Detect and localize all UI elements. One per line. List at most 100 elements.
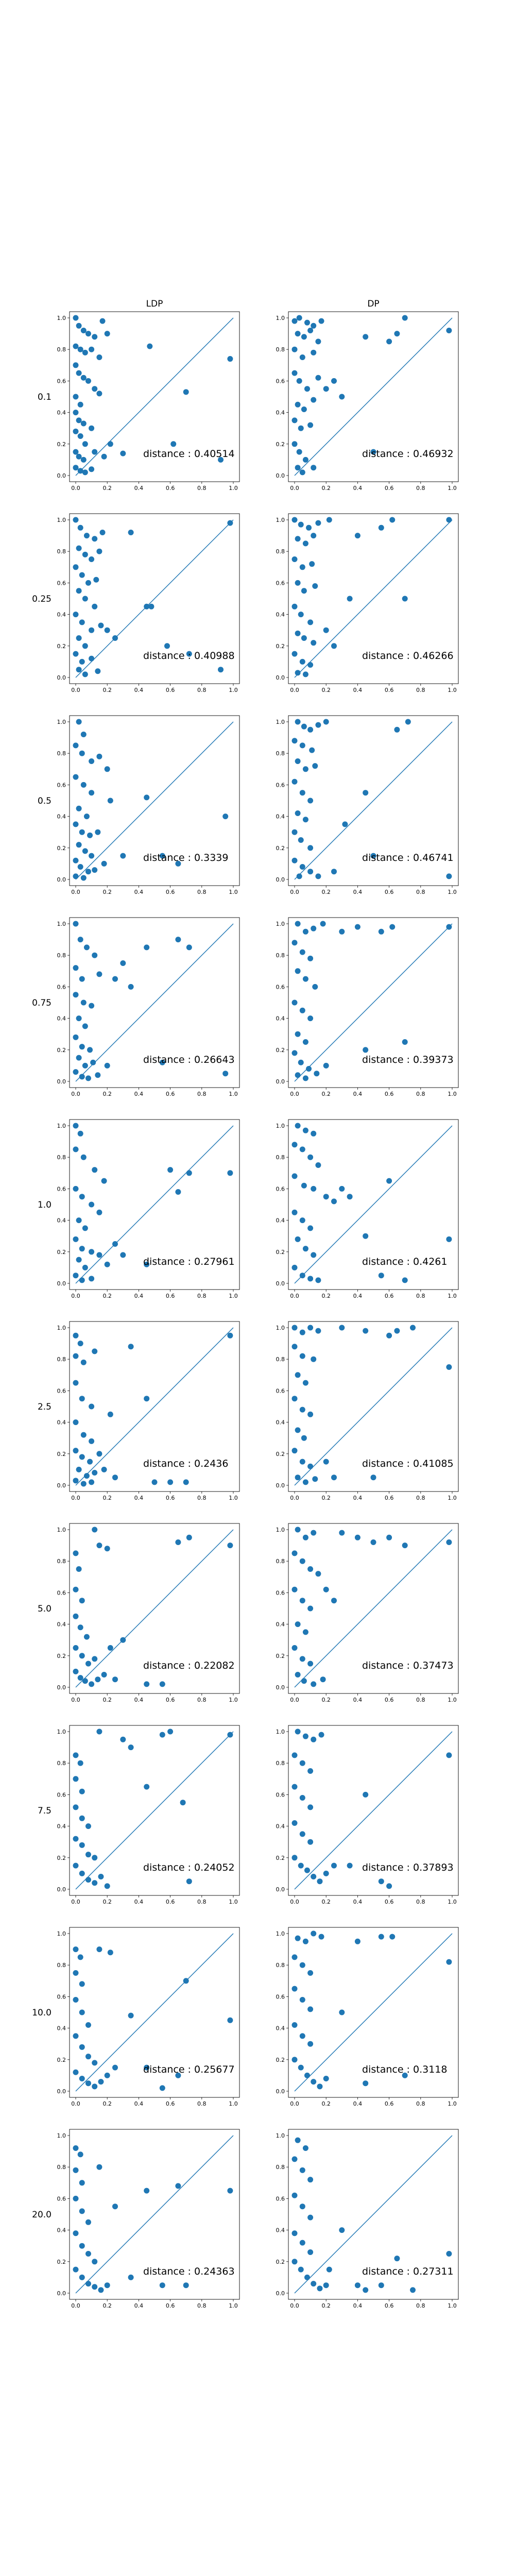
scatter-point [291, 1954, 298, 1960]
y-tick-label: 0.4 [57, 1419, 66, 1426]
scatter-point [92, 386, 98, 392]
scatter-point [79, 2180, 85, 2186]
y-tick-label: 0.4 [57, 1217, 66, 1224]
scatter-point [159, 1732, 165, 1738]
y-tick-label: 0.4 [276, 1823, 285, 1830]
scatter-point [301, 635, 307, 641]
x-tick-label: 0.4 [353, 1495, 363, 1501]
scatter-point [73, 2230, 79, 2236]
y-tick-label: 0.0 [276, 1482, 285, 1489]
scatter-point [83, 1634, 90, 1640]
scatter-point [218, 456, 224, 463]
x-tick-label: 0.8 [197, 1697, 207, 1703]
distance-annotation: distance : 0.37893 [362, 1862, 454, 1873]
scatter-point [298, 425, 304, 431]
x-tick-label: 1.0 [448, 1697, 457, 1703]
scatter-point [92, 1880, 98, 1886]
scatter-point [298, 2266, 304, 2273]
scatter-point [89, 556, 95, 562]
scatter-point [159, 853, 165, 859]
scatter-point [301, 406, 307, 412]
scatter-point [405, 719, 411, 725]
scatter-point [80, 731, 87, 737]
scatter-point [96, 1728, 102, 1735]
scatter-point [148, 603, 154, 609]
x-tick-label: 0.8 [416, 889, 425, 895]
scatter-point [80, 1432, 87, 1438]
scatter-point [93, 577, 99, 583]
scatter-point [354, 1534, 360, 1540]
scatter-point [80, 782, 87, 788]
scatter-point [77, 346, 83, 352]
y-tick-label: 0.8 [276, 1154, 285, 1161]
scatter-point [446, 517, 452, 523]
scatter-point [363, 2080, 369, 2087]
scatter-point [363, 1328, 369, 1334]
x-tick-label: 0.4 [134, 1495, 144, 1501]
scatter-point [85, 1877, 91, 1883]
scatter-point [331, 869, 337, 875]
scatter-point [291, 2156, 298, 2162]
scatter-point [85, 1823, 91, 1829]
y-tick-label: 1.0 [57, 719, 66, 725]
y-tick-label: 0.2 [57, 2259, 66, 2265]
y-tick-label: 0.6 [57, 1185, 66, 1192]
scatter-point [79, 1044, 85, 1050]
scatter-point [175, 2072, 181, 2078]
scatter-point [291, 1855, 298, 1861]
y-tick-label: 0.0 [276, 1886, 285, 1893]
x-tick-label: 0.4 [134, 2100, 144, 2107]
scatter-point [301, 723, 307, 730]
scatter-point [85, 378, 91, 384]
scatter-point [147, 343, 153, 349]
scatter-point [73, 1069, 79, 1075]
scatter-panel: 0.0 0.2 0.4 0.6 0.8 1.0 0.0 0.2 0.4 0.6 0.8 1.0 dist… [57, 311, 240, 492]
scatter-point [79, 1870, 85, 1876]
scatter-point [128, 2274, 134, 2280]
scatter-point [299, 2204, 305, 2210]
scatter-point [299, 1656, 305, 1662]
scatter-point [299, 2240, 305, 2246]
scatter-point [299, 469, 305, 476]
x-tick-label: 0.4 [134, 2302, 144, 2309]
scatter-point [295, 331, 301, 337]
scatter-point [402, 2072, 408, 2078]
scatter-point [307, 1566, 314, 1572]
scatter-point [87, 832, 93, 838]
scatter-point [298, 1059, 304, 1065]
scatter-point [307, 955, 314, 961]
y-tick-label: 1.0 [276, 315, 285, 321]
scatter-point [291, 2259, 298, 2265]
scatter-point [77, 468, 83, 474]
y-tick-label: 0.2 [276, 1653, 285, 1659]
y-tick-label: 0.0 [276, 2088, 285, 2095]
scatter-point [120, 1252, 126, 1258]
y-tick-label: 0.4 [276, 814, 285, 820]
y-tick-label: 0.8 [57, 750, 66, 757]
scatter-point [378, 1878, 384, 1885]
row-label: 7.5 [38, 1806, 52, 1816]
scatter-point [299, 2033, 305, 2039]
scatter-point [291, 738, 298, 744]
scatter-point [144, 1261, 150, 1267]
x-tick-label: 0.6 [166, 1899, 175, 1905]
row-label: 0.75 [32, 998, 52, 1008]
scatter-point [79, 658, 85, 665]
y-tick-label: 0.4 [276, 2227, 285, 2234]
scatter-point [98, 2287, 104, 2293]
scatter-point [299, 1831, 305, 1837]
y-tick-label: 0.8 [276, 750, 285, 757]
x-tick-label: 0.4 [134, 1293, 144, 1299]
x-tick-label: 0.6 [166, 2302, 175, 2309]
scatter-point [312, 763, 318, 769]
scatter-point [307, 1411, 314, 1417]
scatter-point [92, 1656, 98, 1662]
scatter-point [307, 1325, 314, 1331]
scatter-point [291, 370, 298, 376]
scatter-point [73, 1586, 79, 1592]
scatter-point [107, 1645, 113, 1651]
scatter-point [311, 1356, 317, 1362]
scatter-point [354, 1938, 360, 1944]
x-tick-label: 0.0 [290, 1091, 299, 1097]
scatter-point [73, 449, 79, 455]
